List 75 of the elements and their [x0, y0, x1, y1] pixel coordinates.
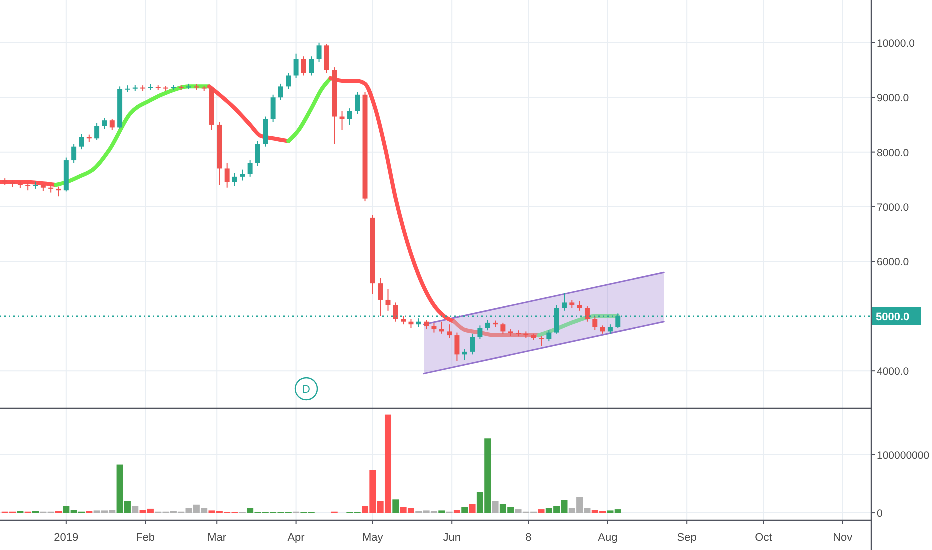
candlestick	[608, 324, 613, 334]
x-tick-label: Jun	[443, 532, 461, 544]
line-series	[452, 320, 541, 338]
y-tick-label: 6000.0	[877, 256, 910, 269]
x-tick-label: May	[362, 532, 384, 544]
bar	[538, 510, 545, 514]
candlestick	[355, 92, 360, 115]
candlestick	[79, 134, 84, 150]
candlestick	[248, 160, 253, 178]
candlestick	[500, 322, 506, 334]
candlestick	[278, 83, 284, 101]
candlestick	[378, 278, 384, 317]
candlestick	[347, 108, 352, 126]
candlestick	[316, 42, 322, 63]
line-series	[328, 76, 457, 324]
candlestick	[94, 122, 100, 141]
candlestick	[301, 56, 306, 76]
y-tick-label: 7000.0	[877, 202, 910, 214]
y-tick-label: 10000.0	[877, 38, 916, 50]
x-tick-label: Feb	[136, 532, 156, 544]
candlestick	[454, 332, 460, 362]
candlestick	[340, 110, 345, 131]
candlestick	[240, 169, 246, 182]
bar	[469, 504, 476, 514]
candlestick	[102, 118, 108, 130]
line-series	[54, 84, 212, 188]
x-tick-label: Sep	[677, 532, 697, 544]
annotation: D	[302, 384, 311, 396]
y-tick-label: 9000.0	[877, 92, 910, 105]
candlestick	[232, 172, 238, 187]
ref-line-label: 5000.0	[876, 311, 910, 324]
y-tick-label: 8000.0	[877, 147, 910, 160]
bar	[438, 510, 446, 514]
candlestick	[294, 53, 299, 79]
candlestick	[447, 324, 452, 339]
candlestick	[224, 162, 230, 188]
bar	[132, 506, 139, 514]
x-tick-label: Oct	[755, 532, 772, 544]
x-tick-label: Apr	[288, 532, 306, 544]
candlestick	[393, 302, 398, 322]
bar	[392, 500, 400, 514]
x-tick-label: 2019	[54, 532, 79, 544]
candlestick	[386, 288, 391, 312]
x-tick-label: 8	[526, 532, 532, 544]
y-tick-label: 0	[877, 508, 883, 520]
candlestick	[255, 140, 260, 166]
candlestick	[439, 321, 444, 334]
candlestick	[539, 336, 544, 347]
candlestick	[577, 300, 582, 312]
candlestick	[48, 185, 54, 194]
candlestick	[309, 56, 314, 76]
candlestick	[478, 325, 483, 340]
bar	[454, 510, 460, 514]
line-series	[286, 76, 333, 144]
candlestick	[110, 119, 115, 131]
candlestick	[592, 316, 598, 331]
candlestick	[485, 320, 490, 332]
x-tick-label: Nov	[833, 532, 854, 544]
candlestick	[470, 333, 476, 356]
candlestick	[408, 318, 414, 329]
candlestick	[584, 306, 590, 322]
candlestick	[286, 72, 292, 90]
candlestick	[546, 330, 552, 342]
y-tick-label: 100000000	[877, 450, 930, 462]
bar	[462, 507, 468, 514]
candlestick	[424, 320, 430, 330]
x-tick-label: Mar	[208, 532, 227, 544]
y-tick-label: 4000.0	[877, 366, 910, 378]
candlestick	[562, 292, 567, 312]
x-tick-label: Aug	[598, 532, 618, 544]
bar	[492, 501, 499, 514]
candlestick	[270, 94, 276, 123]
candlestick	[462, 348, 468, 361]
candlestick	[72, 144, 77, 164]
candlestick	[432, 323, 437, 334]
